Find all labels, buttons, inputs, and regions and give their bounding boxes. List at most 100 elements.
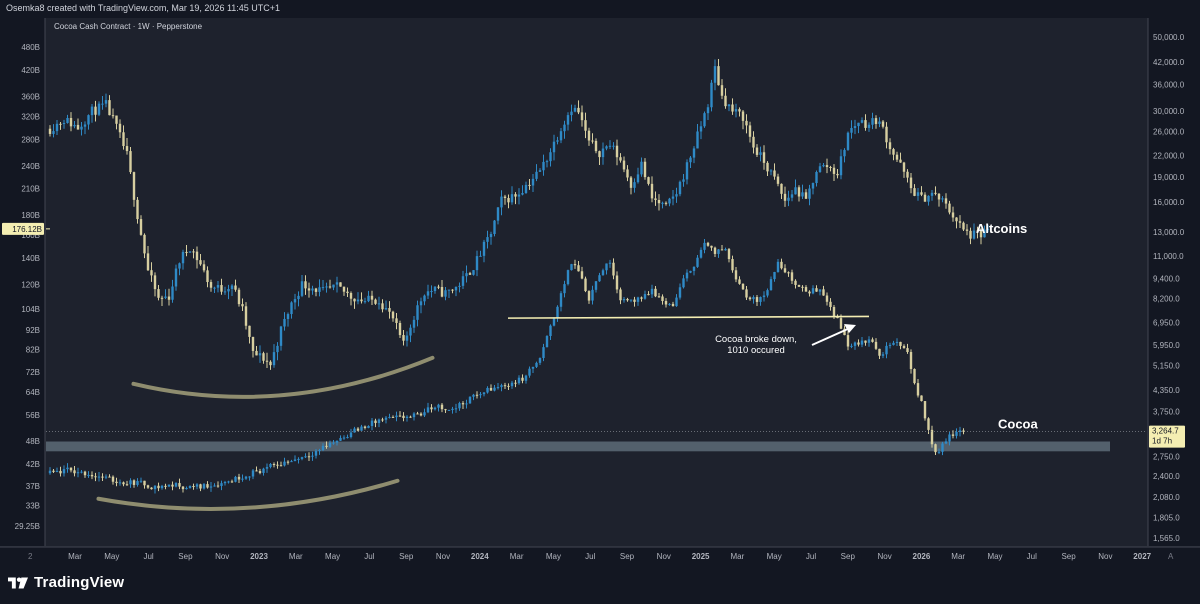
time-axis-tick: Jul xyxy=(585,552,595,561)
cocoa-candle xyxy=(461,403,465,405)
altcoins-candle xyxy=(937,193,941,200)
cocoa-candle xyxy=(206,484,209,488)
cocoa-candle xyxy=(314,450,318,456)
cocoa-candle xyxy=(349,432,353,438)
cocoa-candle xyxy=(874,341,878,349)
altcoins-candle xyxy=(958,221,962,223)
cocoa-candle xyxy=(213,485,216,487)
cocoa-candle xyxy=(104,476,108,478)
altcoins-candle xyxy=(216,285,220,288)
altcoins-candle xyxy=(528,184,531,186)
altcoins-candle xyxy=(342,286,346,292)
altcoins-candle xyxy=(944,198,948,204)
altcoins-candle xyxy=(328,286,332,288)
altcoins-candle xyxy=(962,222,965,230)
right-price-axis[interactable]: 50,000.0 42,000.0 36,000.0 30,000.0 26,000.0… xyxy=(1147,18,1200,546)
altcoins-candle xyxy=(713,66,717,83)
altcoins-candle xyxy=(66,118,69,123)
cocoa-candle xyxy=(853,342,857,346)
cocoa-candle xyxy=(136,481,139,485)
cocoa-candle xyxy=(587,291,591,301)
cocoa-candle xyxy=(279,465,283,467)
altcoins-series xyxy=(48,58,990,370)
altcoins-candle xyxy=(804,192,808,199)
chart-area[interactable]: 480B 420B 360B 320B 280B 240B 210B 180B 160B 140B… xyxy=(0,18,1200,566)
cocoa-candle xyxy=(892,342,895,345)
altcoins-candle xyxy=(433,286,437,292)
altcoins-candle xyxy=(913,188,916,196)
altcoins-candle xyxy=(825,165,829,168)
left-axis-tick: 72B xyxy=(26,368,40,377)
cocoa-candle xyxy=(83,471,87,476)
cocoa-candle xyxy=(272,463,276,465)
cocoa-candle xyxy=(290,461,293,463)
altcoins-candle xyxy=(692,148,696,158)
cocoa-label: Cocoa xyxy=(998,417,1039,432)
cocoa-candle xyxy=(920,395,923,402)
altcoins-candle xyxy=(279,326,283,346)
cocoa-candle xyxy=(419,413,423,416)
cocoa-candle xyxy=(696,257,699,267)
cocoa-candle xyxy=(412,413,416,418)
cocoa-candle xyxy=(594,281,598,290)
right-axis-tick: 2,750.0 xyxy=(1153,452,1180,461)
cocoa-candle xyxy=(860,340,864,345)
cocoa-candle xyxy=(377,419,381,424)
altcoins-candle xyxy=(675,194,678,197)
cocoa-candle xyxy=(713,247,717,254)
cocoa-candle xyxy=(608,262,612,264)
left-axis-tick: 42B xyxy=(26,460,40,469)
altcoins-candle xyxy=(626,169,629,178)
cocoa-candle xyxy=(59,470,62,474)
cocoa-candle xyxy=(132,480,136,485)
cocoa-candle xyxy=(906,348,909,353)
altcoins-candle xyxy=(367,295,370,302)
cocoa-candle xyxy=(573,264,577,266)
altcoins-candle xyxy=(594,140,598,152)
tradingview-brand[interactable]: TradingView xyxy=(8,574,124,591)
left-price-axis[interactable]: 480B 420B 360B 320B 280B 240B 210B 180B 160B 140B… xyxy=(0,18,50,546)
cocoa-candle xyxy=(885,345,888,355)
cocoa-candle xyxy=(734,270,738,280)
altcoins-candle xyxy=(671,196,675,199)
cocoa-candle xyxy=(913,368,916,384)
altcoins-candle xyxy=(209,282,213,288)
time-axis-tick: Nov xyxy=(877,552,891,561)
right-axis-tick: 13,000.0 xyxy=(1153,228,1185,237)
time-axis-tick: May xyxy=(767,552,782,561)
cocoa-candle xyxy=(101,476,104,478)
altcoins-candle xyxy=(199,260,202,265)
cocoa-candle xyxy=(94,476,97,478)
cocoa-candle xyxy=(430,407,433,410)
cocoa-candle xyxy=(381,419,384,421)
cocoa-candle xyxy=(832,306,836,317)
cocoa-candle xyxy=(951,434,955,436)
cocoa-candle xyxy=(556,306,559,318)
cocoa-candle xyxy=(307,456,311,458)
altcoins-candle xyxy=(346,291,349,294)
altcoins-candle xyxy=(468,273,472,275)
altcoins-arc xyxy=(131,355,435,399)
cocoa-candle xyxy=(227,481,230,483)
tradingview-logo-icon xyxy=(8,576,28,589)
altcoins-candle xyxy=(790,194,794,198)
cocoa-candle xyxy=(577,265,580,272)
altcoins-candle xyxy=(930,192,934,196)
cocoa-candle xyxy=(395,415,398,418)
time-axis[interactable]: Mar May Jul Sep Nov 2023 Mar May Jul Sep Nov 2024 Ma… xyxy=(0,546,1200,566)
time-axis-tick: Sep xyxy=(399,552,414,561)
cocoa-candle xyxy=(934,444,937,453)
chart-title: Cocoa Cash Contract · 1W · Pepperstone xyxy=(54,22,203,31)
altcoins-candle xyxy=(661,202,664,204)
cocoa-candle xyxy=(958,430,962,432)
altcoins-candle xyxy=(783,193,787,201)
cocoa-candle xyxy=(657,296,661,298)
cocoa-candle xyxy=(801,286,804,288)
altcoins-candle xyxy=(895,154,899,160)
altcoins-candle xyxy=(650,183,654,199)
right-axis-tick: 6,950.0 xyxy=(1153,318,1180,327)
altcoins-candle xyxy=(479,255,482,257)
right-axis-tick: 9,400.0 xyxy=(1153,275,1180,284)
altcoins-candle xyxy=(108,100,111,116)
altcoins-candle xyxy=(48,128,52,134)
